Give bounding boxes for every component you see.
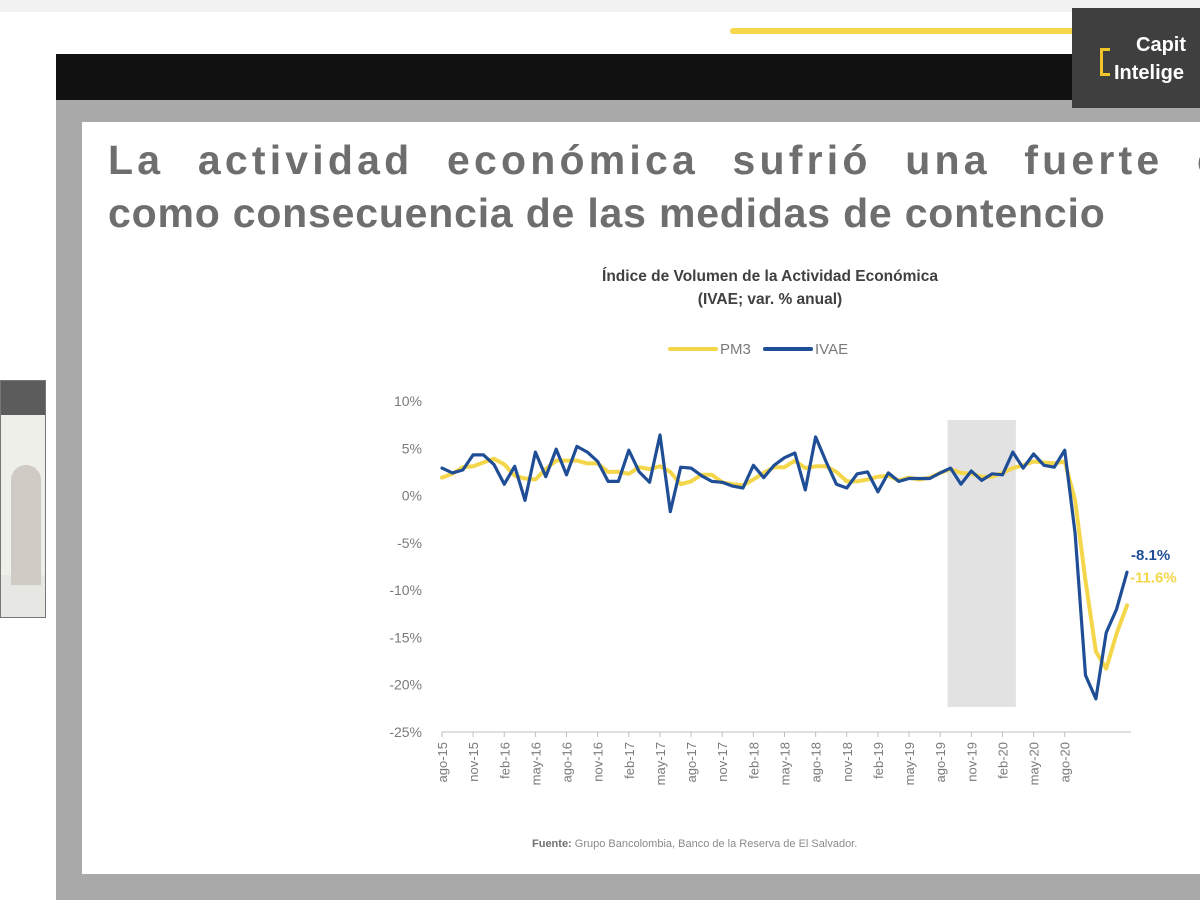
annotation-pm3: -11.6% — [1130, 569, 1177, 586]
y-tick-label: 10% — [394, 393, 422, 409]
x-tick-label: may-19 — [902, 742, 917, 785]
x-tick-label: feb-18 — [746, 742, 761, 779]
slide-heading: La actividad económica sufrió una fuerte… — [108, 134, 1200, 240]
x-tick-label: ago-18 — [809, 742, 824, 782]
y-tick-label: -10% — [389, 582, 422, 598]
legend-label-pm3: PM3 — [720, 340, 751, 358]
webcam-feed — [0, 380, 46, 618]
y-tick-label: 0% — [402, 488, 422, 504]
chart-title: Índice de Volumen de la Actividad Económ… — [602, 268, 938, 285]
y-tick-label: 5% — [402, 440, 422, 456]
webcam-background-band — [1, 381, 45, 415]
x-tick-label: may-16 — [528, 742, 543, 785]
x-tick-label: nov-19 — [964, 742, 979, 782]
y-tick-label: -25% — [389, 724, 422, 740]
y-tick-label: -5% — [397, 535, 422, 551]
x-tick-label: feb-17 — [622, 742, 637, 779]
annotation-ivae: -8.1% — [1131, 547, 1170, 564]
brand-bracket-icon — [1100, 48, 1110, 76]
x-tick-label: nov-18 — [840, 742, 855, 782]
chart-subtitle: (IVAE; var. % anual) — [697, 291, 843, 308]
x-tick-label: feb-19 — [871, 742, 886, 779]
brand-text-line1: Capit — [1136, 34, 1186, 56]
series-line-ivae — [440, 433, 1129, 701]
chart-source: Fuente: Grupo Bancolombia, Banco de la R… — [532, 838, 857, 850]
y-tick-label: -15% — [389, 629, 422, 645]
x-tick-label: feb-20 — [995, 742, 1010, 779]
x-tick-label: nov-15 — [466, 742, 481, 782]
brand-logo: Capit Intelige — [1072, 8, 1200, 108]
x-tick-label: nov-17 — [715, 742, 730, 782]
source-text: Grupo Bancolombia, Banco de la Reserva d… — [574, 838, 858, 850]
x-tick-label: may-17 — [653, 742, 668, 785]
x-tick-label: ago-16 — [560, 742, 575, 782]
x-tick-label: ago-17 — [684, 742, 699, 782]
slide-heading-line2: como consecuencia de las medidas de cont… — [108, 190, 1106, 236]
presentation-top-bar — [56, 54, 1072, 100]
legend-swatch-pm3 — [668, 347, 718, 352]
x-tick-label: ago-15 — [435, 742, 450, 782]
chart-title-block: Índice de Volumen de la Actividad Económ… — [470, 265, 1070, 311]
brand-text-line2: Intelige — [1114, 62, 1185, 84]
source-label: Fuente: — [532, 838, 572, 850]
y-tick-label: -20% — [389, 677, 422, 693]
x-tick-label: feb-16 — [497, 742, 512, 779]
slide-heading-line1: La actividad económica sufrió una fuerte… — [108, 137, 1200, 183]
legend-label-ivae: IVAE — [815, 340, 849, 358]
shaded-period — [947, 420, 1016, 707]
chart-legend: PM3 IVAE — [668, 340, 856, 362]
x-tick-label: may-18 — [778, 742, 793, 785]
x-tick-label: ago-20 — [1058, 742, 1073, 782]
series-line-pm3 — [440, 456, 1129, 671]
top-strip — [0, 0, 1200, 12]
webcam-person-silhouette — [11, 465, 41, 585]
decorative-gold-line — [730, 28, 1075, 34]
x-tick-label: may-20 — [1027, 742, 1042, 785]
x-tick-label: nov-16 — [591, 742, 606, 782]
x-tick-label: ago-19 — [933, 742, 948, 782]
legend-swatch-ivae — [763, 347, 814, 352]
